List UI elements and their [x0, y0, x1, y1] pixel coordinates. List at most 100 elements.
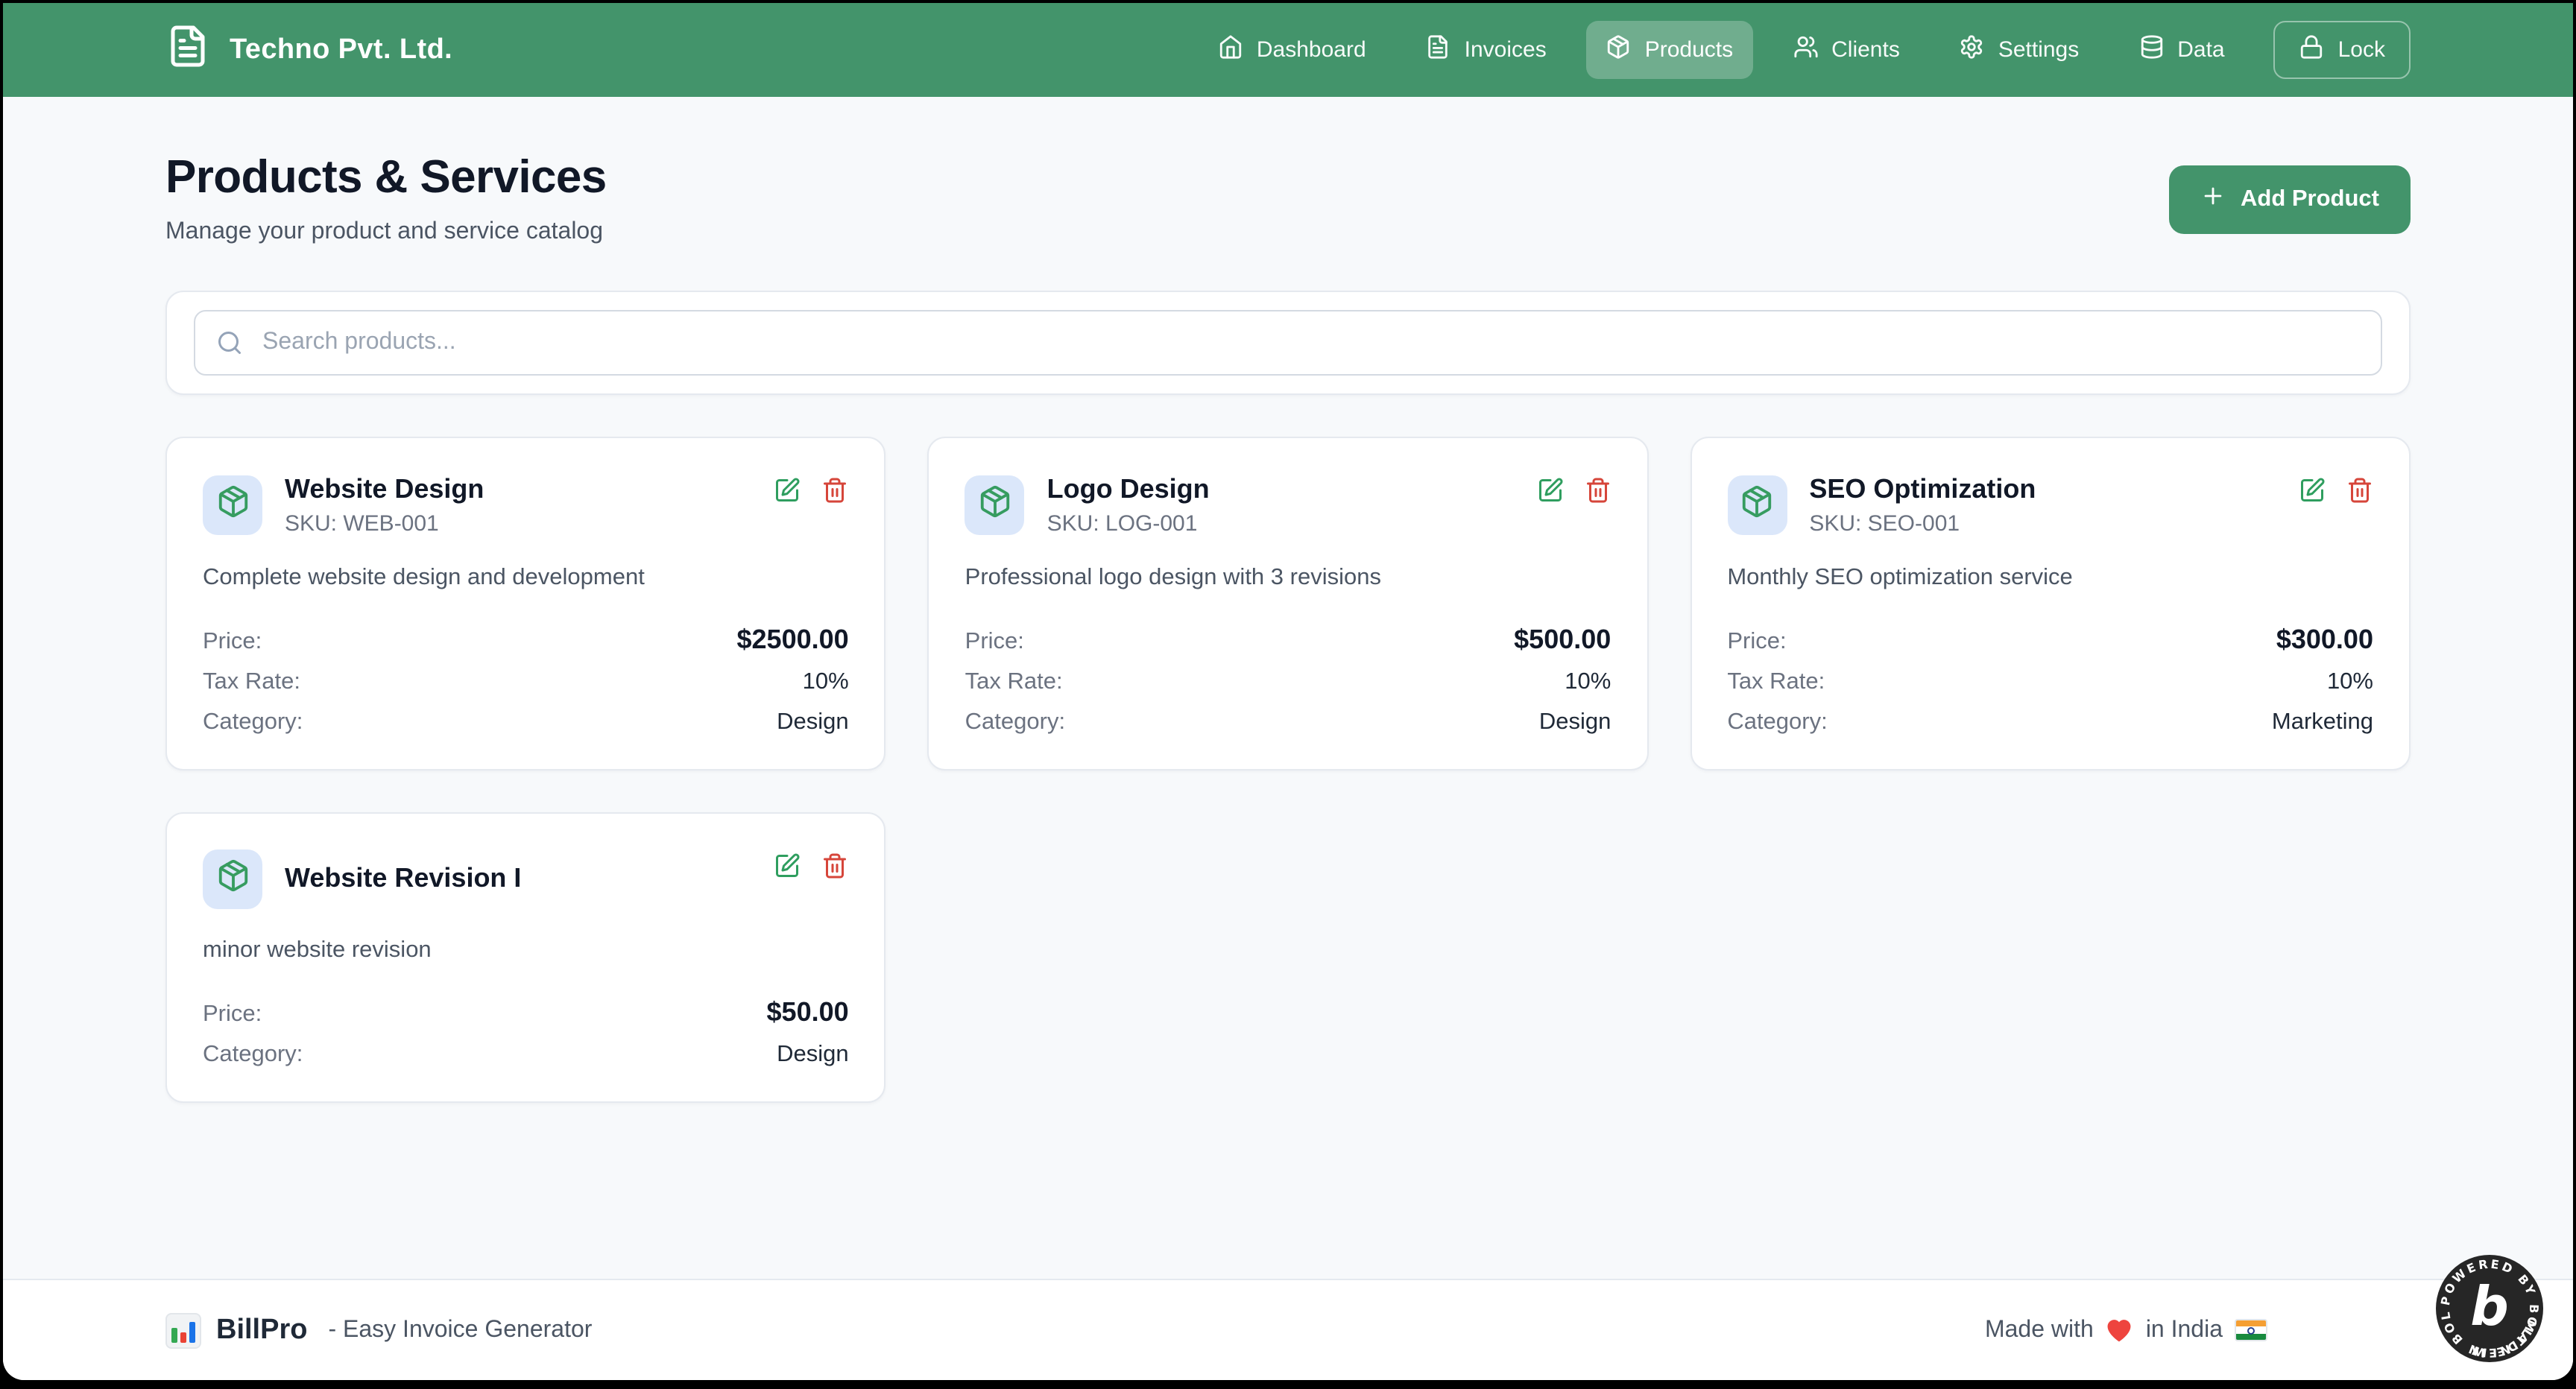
edit-icon — [774, 478, 801, 508]
category-value: Design — [1538, 709, 1611, 735]
nav-label: Settings — [1998, 37, 2080, 63]
price-label: Price: — [965, 628, 1024, 654]
edit-product-button[interactable] — [774, 852, 801, 879]
add-product-label: Add Product — [2241, 186, 2379, 212]
price-value: $2500.00 — [736, 624, 849, 654]
file-text-icon — [165, 24, 210, 76]
product-description: Professional logo design with 3 revision… — [965, 565, 1381, 590]
category-value: Marketing — [2271, 709, 2373, 735]
tax-value: 10% — [1565, 668, 1611, 694]
nav-item-invoices[interactable]: Invoices — [1407, 21, 1566, 79]
package-icon — [1740, 484, 1774, 526]
category-label: Category: — [203, 1041, 303, 1067]
footer-brand-name: BillPro — [216, 1314, 308, 1345]
main-content: Products & Services Manage your product … — [3, 97, 2573, 1279]
tax-value: 10% — [802, 668, 849, 694]
made-in-text: in India — [2145, 1317, 2223, 1342]
tax-value: 10% — [2326, 668, 2373, 694]
gear-icon — [1960, 34, 1985, 66]
trash-icon — [1584, 478, 1611, 508]
nav-label: Lock — [2337, 37, 2385, 63]
category-label: Category: — [965, 709, 1066, 735]
category-label: Category: — [1727, 709, 1828, 735]
plus-icon — [2200, 183, 2226, 216]
price-label: Price: — [203, 628, 262, 654]
nav-item-data[interactable]: Data — [2119, 21, 2244, 79]
product-card: Logo Design SKU: LOG-001 Professional lo… — [927, 437, 1649, 771]
category-label: Category: — [203, 709, 303, 735]
nav-label: Invoices — [1464, 37, 1547, 63]
page-title: Products & Services — [165, 151, 607, 203]
nav-label: Dashboard — [1256, 37, 1366, 63]
trash-icon — [822, 478, 849, 508]
product-sku: SKU: WEB-001 — [285, 511, 439, 537]
product-name: Website Revision I — [285, 863, 522, 893]
trash-icon — [822, 853, 849, 884]
nav-item-clients[interactable]: Clients — [1773, 21, 1919, 79]
lock-icon — [2299, 34, 2325, 66]
nav-label: Clients — [1831, 37, 1900, 63]
made-with-text: Made with — [1984, 1317, 2094, 1342]
package-icon — [215, 484, 250, 526]
powered-by-bolt-badge[interactable]: POWERED BY BOLT.NEW MADE IN BOLT.NEW b — [2428, 1244, 2543, 1362]
brand: Techno Pvt. Ltd. — [165, 24, 452, 76]
delete-product-button[interactable] — [822, 477, 849, 504]
nav-item-products[interactable]: Products — [1586, 21, 1753, 79]
nav-item-dashboard[interactable]: Dashboard — [1199, 21, 1386, 79]
product-icon-badge — [203, 849, 262, 909]
company-name: Techno Pvt. Ltd. — [230, 34, 453, 65]
product-card: Website Design SKU: WEB-001 Complete web… — [165, 437, 886, 771]
search-input[interactable] — [194, 310, 2382, 376]
price-label: Price: — [1727, 628, 1787, 654]
home-icon — [1218, 34, 1243, 66]
product-card: Website Revision I minor website revisio… — [165, 811, 886, 1103]
search-panel — [165, 291, 2411, 395]
trash-icon — [2346, 478, 2373, 508]
lock-button[interactable]: Lock — [2273, 21, 2411, 79]
package-icon — [1606, 34, 1632, 66]
nav-label: Data — [2177, 37, 2225, 63]
product-name: Logo Design — [1046, 474, 1210, 504]
category-value: Design — [777, 1041, 849, 1067]
product-icon-badge — [203, 475, 262, 535]
product-description: Complete website design and development — [203, 565, 645, 590]
users-icon — [1793, 34, 1818, 66]
product-name: SEO Optimization — [1809, 474, 2036, 504]
product-name: Website Design — [285, 474, 484, 504]
app-window: Techno Pvt. Ltd. Dashboard Invoices Prod… — [3, 3, 2573, 1380]
price-value: $500.00 — [1514, 624, 1611, 654]
delete-product-button[interactable] — [2346, 477, 2373, 504]
nav-label: Products — [1644, 37, 1734, 63]
product-description: Monthly SEO optimization service — [1727, 565, 2073, 590]
top-nav-bar: Techno Pvt. Ltd. Dashboard Invoices Prod… — [3, 3, 2573, 97]
tax-label: Tax Rate: — [203, 668, 300, 694]
product-grid: Website Design SKU: WEB-001 Complete web… — [165, 437, 2411, 1103]
edit-icon — [2299, 478, 2326, 508]
price-value: $50.00 — [766, 996, 849, 1027]
delete-product-button[interactable] — [822, 852, 849, 879]
heart-icon — [2106, 1317, 2134, 1343]
package-icon — [215, 858, 250, 900]
product-card: SEO Optimization SKU: SEO-001 Monthly SE… — [1690, 437, 2411, 771]
product-icon-badge — [965, 475, 1025, 535]
edit-product-button[interactable] — [2299, 477, 2326, 504]
bolt-b-logo: b — [2470, 1275, 2509, 1338]
package-icon — [978, 484, 1012, 526]
page-subtitle: Manage your product and service catalog — [165, 219, 604, 244]
main-nav: Dashboard Invoices Products Clients Sett… — [1199, 21, 2411, 79]
delete-product-button[interactable] — [1584, 477, 1611, 504]
category-value: Design — [777, 709, 849, 735]
product-icon-badge — [1727, 475, 1787, 535]
edit-product-button[interactable] — [774, 477, 801, 504]
billpro-logo-icon — [165, 1312, 201, 1348]
price-label: Price: — [203, 1001, 262, 1027]
footer: BillPro - Easy Invoice Generator Made wi… — [3, 1279, 2573, 1380]
product-description: minor website revision — [203, 937, 432, 963]
nav-item-settings[interactable]: Settings — [1940, 21, 2098, 79]
file-text-icon — [1426, 34, 1451, 66]
add-product-button[interactable]: Add Product — [2169, 165, 2411, 234]
tax-label: Tax Rate: — [1727, 668, 1825, 694]
edit-product-button[interactable] — [1536, 477, 1563, 504]
product-sku: SKU: LOG-001 — [1046, 511, 1198, 537]
edit-icon — [774, 853, 801, 884]
